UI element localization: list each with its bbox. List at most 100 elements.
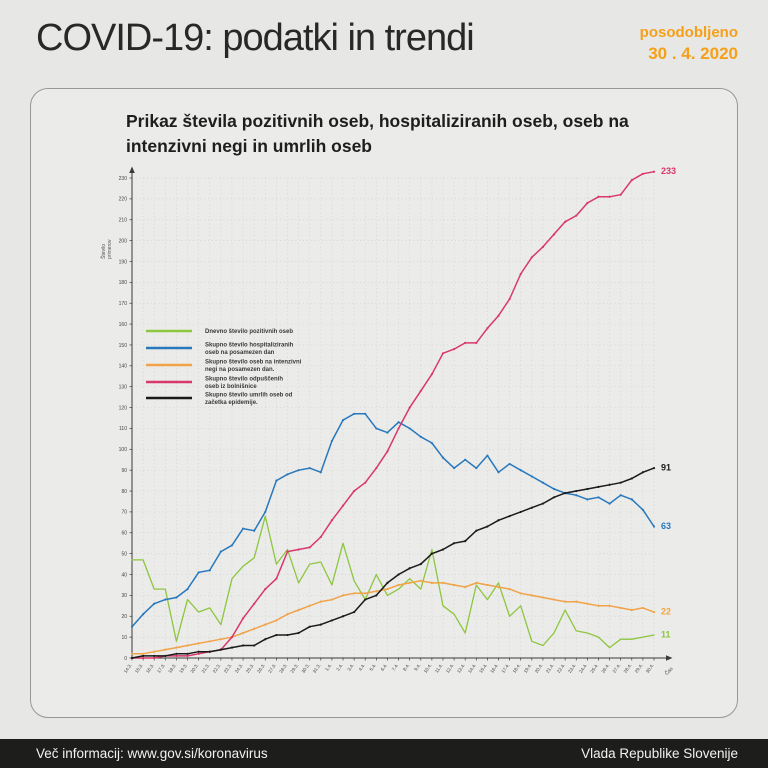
svg-text:150: 150 (119, 343, 128, 349)
chart-card: Prikaz števila pozitivnih oseb, hospital… (30, 88, 738, 718)
svg-text:10.4.: 10.4. (423, 663, 433, 674)
series-end-label: 233 (661, 166, 676, 176)
svg-text:30.3.: 30.3. (301, 663, 311, 674)
svg-text:18.3.: 18.3. (167, 663, 177, 674)
legend-label: Skupno število hospitaliziranih oseb na p… (205, 343, 294, 357)
svg-text:190: 190 (119, 259, 128, 265)
svg-text:16.4.: 16.4. (489, 663, 499, 674)
svg-text:4.4.: 4.4. (358, 663, 366, 672)
svg-text:230: 230 (119, 176, 128, 182)
svg-text:24.3.: 24.3. (234, 663, 244, 674)
svg-text:27.3.: 27.3. (267, 663, 277, 674)
series-end-label: 91 (661, 463, 671, 473)
series-end-label: 63 (661, 521, 671, 531)
svg-text:130: 130 (119, 384, 128, 390)
svg-text:60: 60 (121, 531, 127, 537)
legend-item-1: Skupno število hospitaliziranih oseb na p… (146, 343, 294, 357)
svg-text:16.3.: 16.3. (145, 663, 155, 674)
svg-text:120: 120 (119, 405, 128, 411)
series-line-0: 11 (131, 515, 671, 649)
legend: Dnevno število pozitivnih oseb Skupno šte… (146, 329, 302, 406)
svg-text:0: 0 (124, 656, 127, 662)
svg-text:31.3.: 31.3. (312, 663, 322, 674)
y-axis-ticks: 0 10 20 30 40 50 60 70 80 90 100 110 120 130 140 150 160… (119, 176, 132, 662)
footer-org: Vlada Republike Slovenije (581, 746, 738, 761)
svg-text:20.3.: 20.3. (190, 663, 200, 674)
svg-text:3.4.: 3.4. (346, 663, 354, 672)
svg-text:180: 180 (119, 280, 128, 286)
svg-text:26.3.: 26.3. (256, 663, 266, 674)
svg-text:30: 30 (121, 593, 127, 599)
svg-text:210: 210 (119, 218, 128, 224)
svg-text:15.3.: 15.3. (134, 663, 144, 674)
legend-item-0: Dnevno število pozitivnih oseb (146, 329, 293, 335)
updated-date: 30 . 4. 2020 (648, 43, 738, 63)
svg-text:23.3.: 23.3. (223, 663, 233, 674)
svg-text:110: 110 (119, 426, 127, 432)
svg-text:200: 200 (119, 238, 128, 244)
svg-text:29.3.: 29.3. (289, 663, 299, 674)
svg-text:17.3.: 17.3. (156, 663, 166, 674)
svg-text:220: 220 (119, 197, 128, 203)
x-axis-ticks: 14.3. 15.3. 16.3. 17.3. 18.3. 19.3. 20.3. 21.3.… (123, 658, 655, 674)
svg-text:24.4.: 24.4. (578, 663, 588, 674)
svg-text:21.3.: 21.3. (201, 663, 211, 674)
svg-text:11.4.: 11.4. (434, 663, 444, 674)
updated-label: posodobljeno (639, 24, 738, 41)
svg-text:29.4.: 29.4. (634, 663, 644, 674)
svg-text:13.4.: 13.4. (456, 663, 466, 674)
svg-text:160: 160 (119, 322, 128, 328)
svg-text:140: 140 (119, 364, 128, 370)
series-line-4: 91 (130, 463, 671, 660)
legend-item-4: Skupno število umrlih oseb od začetka epi… (146, 393, 293, 407)
svg-text:80: 80 (121, 489, 127, 495)
chart-area: 0 10 20 30 40 50 60 70 80 90 100 110 120 130 140 150 160… (96, 161, 716, 701)
grid (131, 177, 655, 658)
svg-text:20.4.: 20.4. (534, 663, 544, 674)
svg-text:21.4.: 21.4. (545, 663, 555, 674)
svg-text:14.4.: 14.4. (467, 663, 477, 674)
line-chart-svg: 0 10 20 30 40 50 60 70 80 90 100 110 120 130 140 150 160… (100, 166, 676, 677)
svg-text:27.4.: 27.4. (612, 663, 622, 674)
svg-text:50: 50 (121, 551, 127, 557)
series-end-label: 22 (661, 607, 671, 617)
legend-item-3: Skupno število odpuščenih oseb iz bolnišn… (146, 377, 283, 391)
svg-text:22.3.: 22.3. (212, 663, 222, 674)
svg-text:25.4.: 25.4. (589, 663, 599, 674)
updated-stamp: posodobljeno 30 . 4. 2020 (640, 24, 738, 64)
chart-title: Prikaz števila pozitivnih oseb, hospital… (126, 111, 629, 156)
svg-text:40: 40 (121, 572, 127, 578)
svg-text:12.4.: 12.4. (445, 663, 455, 674)
svg-text:25.3.: 25.3. (245, 663, 255, 674)
legend-label: Skupno število oseb na intenzivni negi na… (205, 360, 302, 374)
svg-text:100: 100 (119, 447, 128, 453)
svg-text:18.4.: 18.4. (512, 663, 522, 674)
svg-text:10: 10 (121, 635, 127, 641)
svg-text:30.4.: 30.4. (645, 663, 655, 674)
legend-label: Skupno število odpuščenih oseb iz bolnišn… (205, 377, 283, 391)
footer: Več informacij: www.gov.si/koronavirus V… (0, 739, 768, 768)
legend-label: Skupno število umrlih oseb od začetka epi… (205, 393, 293, 407)
x-axis-title: Čas (663, 665, 675, 677)
svg-text:17.4.: 17.4. (500, 663, 510, 674)
svg-text:2.4.: 2.4. (335, 663, 343, 672)
svg-text:1.4.: 1.4. (324, 663, 332, 672)
series-end-label: 11 (661, 630, 671, 640)
legend-label: Dnevno število pozitivnih oseb (205, 329, 293, 335)
svg-text:9.4.: 9.4. (413, 663, 421, 672)
series-line-2: 22 (130, 579, 671, 655)
svg-text:23.4.: 23.4. (567, 663, 577, 674)
svg-text:20: 20 (121, 614, 127, 620)
svg-text:70: 70 (121, 510, 127, 516)
svg-text:15.4.: 15.4. (478, 663, 488, 674)
svg-text:28.3.: 28.3. (278, 663, 288, 674)
svg-text:170: 170 (119, 301, 128, 307)
svg-text:22.4.: 22.4. (556, 663, 566, 674)
header: COVID-19: podatki in trendi posodobljeno… (36, 16, 738, 64)
svg-text:19.3.: 19.3. (178, 663, 188, 674)
page-title: COVID-19: podatki in trendi (36, 17, 475, 59)
svg-text:28.4.: 28.4. (623, 663, 633, 674)
footer-info: Več informacij: www.gov.si/koronavirus (36, 746, 268, 761)
svg-text:19.4.: 19.4. (523, 663, 533, 674)
